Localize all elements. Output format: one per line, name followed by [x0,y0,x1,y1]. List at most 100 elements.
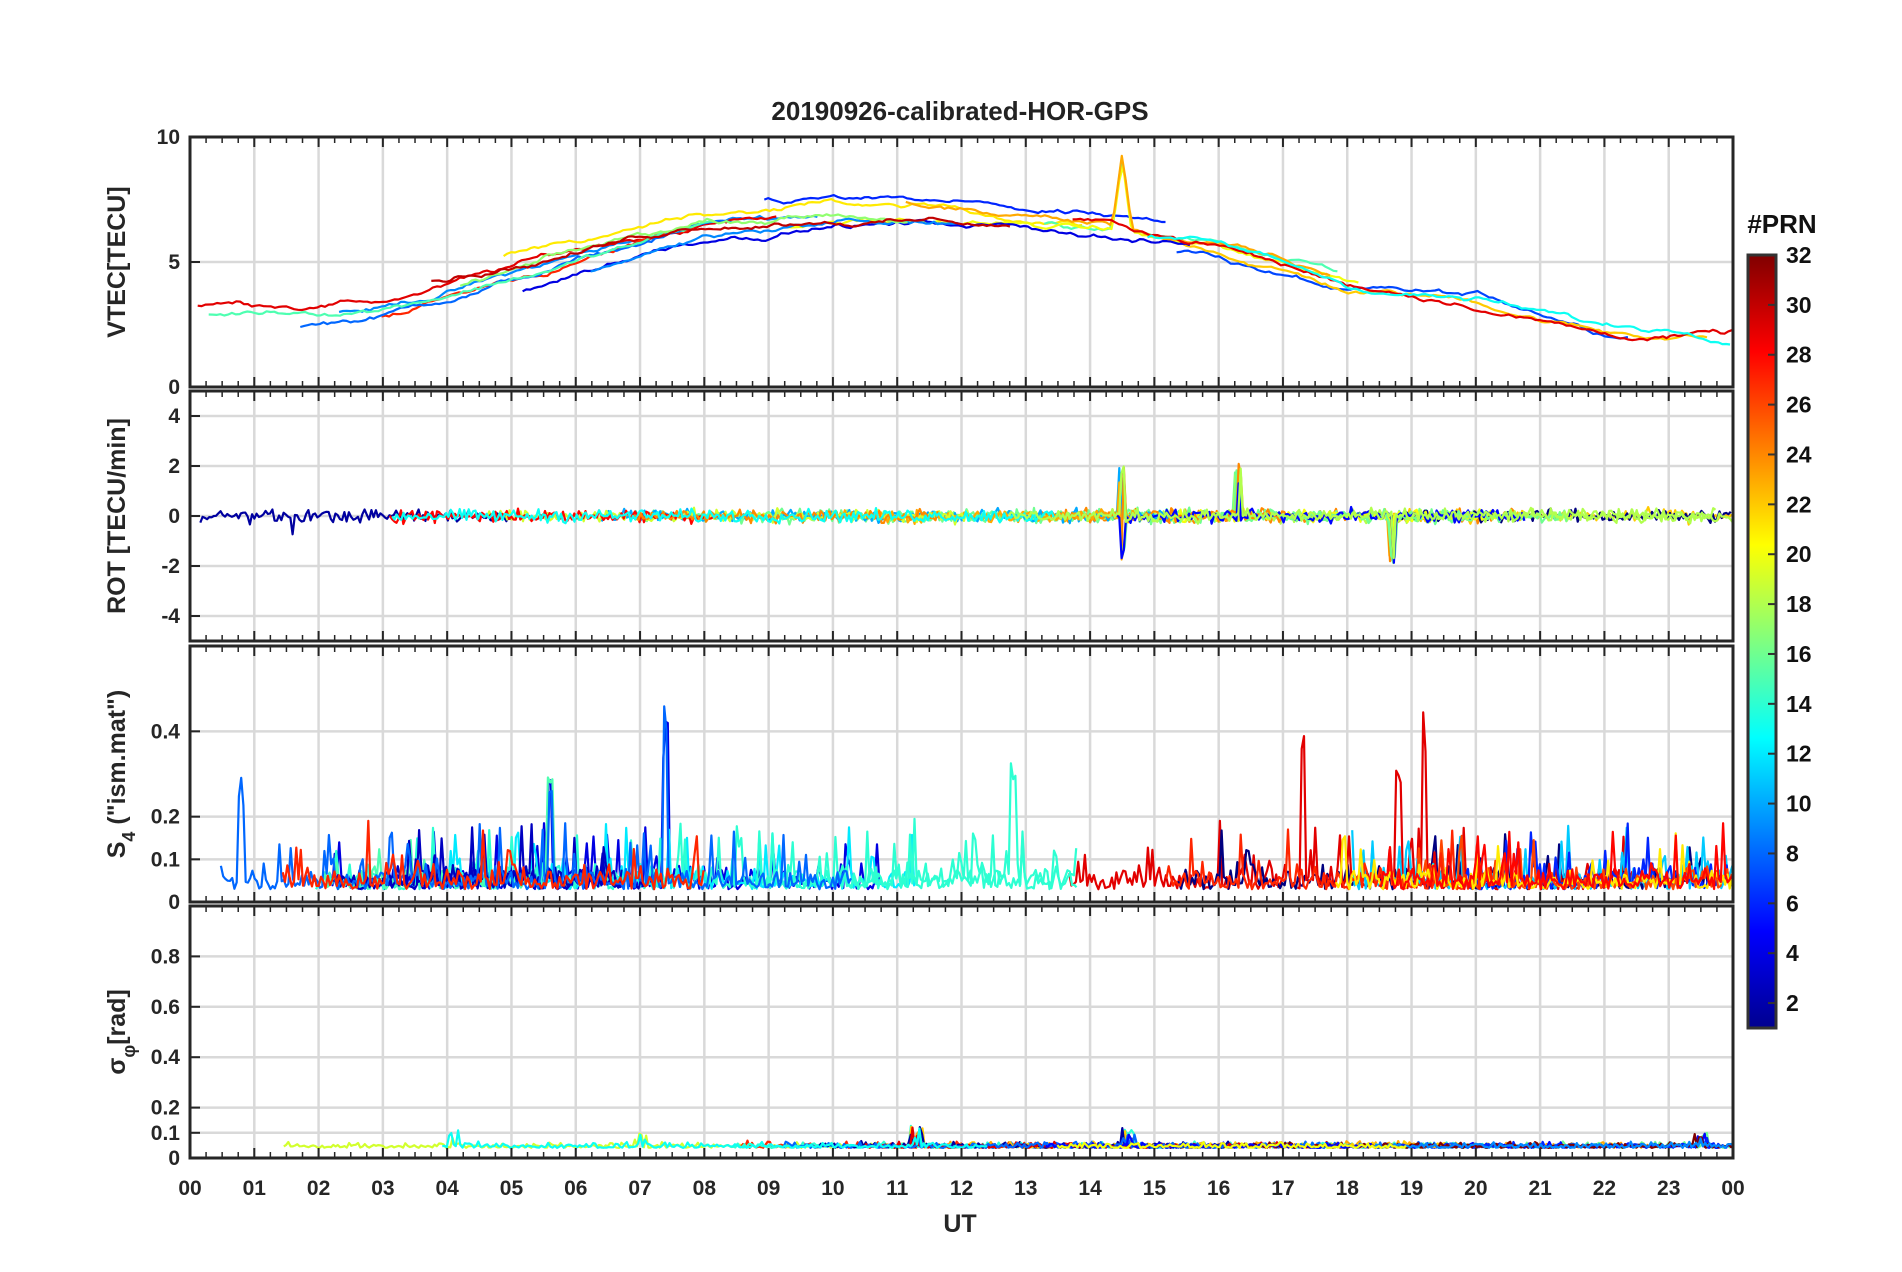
x-tick-label: 08 [693,1177,717,1200]
series-line [1056,1140,1407,1150]
series-line [391,507,1055,525]
ylabel-sub: 4 [119,832,139,842]
x-tick-label: 17 [1271,1177,1294,1200]
series-line [1378,822,1734,891]
ylabel-main: S [103,842,131,859]
x-tick-label: 00 [178,1177,201,1200]
colorbar-gradient [1746,253,1778,1030]
y-tick-label: 0.6 [151,996,180,1019]
series-line [1116,482,1526,564]
colorbar-label: #PRN [1747,209,1816,239]
y-tick-label: 0.1 [151,1122,181,1145]
panel-s4-series [219,705,1734,891]
colorbar-tick-label: 18 [1786,591,1812,617]
ylabel-main: σ [103,1058,131,1075]
colorbar-tick-label: 4 [1786,940,1799,966]
panel-rot-ylabel: ROT [TECU/min] [103,418,131,614]
x-tick-label: 07 [628,1177,651,1200]
series-line [1147,234,1731,346]
colorbar-tick-label: 16 [1786,641,1812,667]
panel-rot-frame [188,389,1735,643]
ylabel-sub: φ [119,1045,139,1058]
x-tick-label: 20 [1464,1177,1487,1200]
x-tick-label: 02 [307,1177,330,1200]
x-tick-label: 18 [1336,1177,1360,1200]
y-tick-label: 0.2 [151,1097,180,1120]
colorbar-tick-label: 26 [1786,392,1812,418]
series-line [1008,465,1717,560]
x-tick-label: 01 [243,1177,267,1200]
y-tick-label: 0 [168,1147,180,1170]
series-line [431,216,1011,283]
x-tick-label: 21 [1528,1177,1552,1200]
series-line [1176,249,1629,340]
panel-vtec-ylabel: VTEC[TECU] [103,186,131,337]
y-tick-label: -2 [161,555,180,578]
chart-title: 20190926-calibrated-HOR-GPS [771,96,1148,126]
series-line [442,1127,988,1150]
series-line [197,215,777,312]
y-tick-label: 0.8 [151,945,181,968]
panel-sigma_phi-series [283,1124,1734,1150]
colorbar-tick-label: 12 [1786,741,1812,767]
x-tick-label: 22 [1593,1177,1616,1200]
x-tick-label: 00 [1721,1177,1744,1200]
panel-rot: -4 -2 0 2 4 ROT [TECU/min] [103,389,1735,643]
x-axis-label: UT [943,1210,976,1238]
x-tick-label: 03 [371,1177,394,1200]
x-tick-label: 12 [950,1177,973,1200]
x-tick-label: 04 [435,1177,459,1200]
y-tick-label: 5 [168,251,180,274]
x-tick-label: 06 [564,1177,587,1200]
colorbar-tick-label: 32 [1786,242,1812,268]
series-line [1371,1137,1733,1150]
x-tick-label: 10 [821,1177,844,1200]
series-line [199,508,512,536]
panel-s4-ylabel: S4 ("ism.mat") [103,690,139,859]
y-tick-label: 0 [168,891,180,914]
panel-s4: 0 0.1 0.2 0.4 S4 ("ism.mat") [103,644,1735,914]
colorbar-tick-label: 14 [1786,691,1812,717]
y-tick-label: 0.2 [151,806,180,829]
y-tick-label: 0.4 [151,720,181,743]
ylabel-rest: ("ism.mat") [103,690,131,832]
colorbar-tick-label: 22 [1786,491,1812,517]
colorbar-tick-label: 8 [1786,840,1799,866]
series-line [459,213,908,287]
x-tick-label: 19 [1400,1177,1423,1200]
colorbar-tick-label: 20 [1786,541,1812,567]
colorbar-tick-label: 6 [1786,890,1799,916]
panel-vtec-series [197,154,1733,346]
series-line [1165,828,1524,891]
x-tick-label: 09 [757,1177,780,1200]
colorbar-tick-label: 24 [1786,441,1812,467]
x-tick-label: 16 [1207,1177,1230,1200]
y-tick-label: 0 [168,376,180,399]
x-tick-label: 23 [1657,1177,1680,1200]
y-tick-label: 2 [168,455,180,478]
y-tick-label: 0.1 [151,848,181,871]
x-axis: 00 01 02 03 04 05 06 07 08 09 10 11 12 13 14 15 16 17 18 19… [178,1177,1744,1200]
x-tick-label: 13 [1014,1177,1037,1200]
series-line [748,762,1078,890]
series-line [208,220,715,317]
colorbar-tick-label: 10 [1786,791,1812,817]
x-tick-label: 11 [886,1177,909,1200]
y-tick-label: 4 [168,405,180,428]
colorbar-tick-label: 30 [1786,292,1812,318]
x-tick-label: 14 [1078,1177,1102,1200]
y-tick-label: 0 [168,505,180,528]
x-tick-label: 15 [1143,1177,1167,1200]
panel-vtec-frame [188,135,1735,389]
series-line [633,507,939,525]
panel-sigma_phi-frame [188,904,1735,1160]
panel-sigma_phi: 00.10.2 0.4 0.6 0.8 σφ[rad] [103,904,1735,1170]
colorbar-tick-label: 2 [1786,990,1799,1016]
y-tick-label: 10 [157,126,180,149]
panel-rot-series [199,462,1734,565]
series-line [281,819,705,891]
